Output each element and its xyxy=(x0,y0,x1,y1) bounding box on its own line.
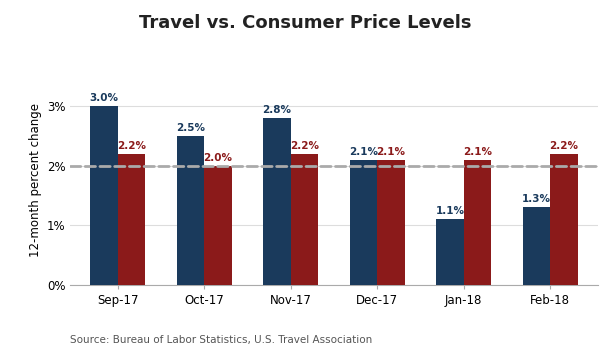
Bar xyxy=(523,207,550,285)
Bar xyxy=(464,160,492,285)
Text: 2.1%: 2.1% xyxy=(349,147,378,156)
Text: 2.0%: 2.0% xyxy=(204,153,232,163)
Bar xyxy=(550,154,578,285)
Bar xyxy=(350,160,377,285)
Bar xyxy=(377,160,405,285)
Text: 2.2%: 2.2% xyxy=(117,141,146,151)
Bar xyxy=(436,219,464,285)
Bar xyxy=(176,136,204,285)
Text: Travel vs. Consumer Price Levels: Travel vs. Consumer Price Levels xyxy=(138,14,472,32)
Bar xyxy=(90,106,118,285)
Text: 2.1%: 2.1% xyxy=(376,147,406,156)
Text: 1.1%: 1.1% xyxy=(436,206,464,216)
Text: 2.5%: 2.5% xyxy=(176,123,205,133)
Bar xyxy=(118,154,145,285)
Bar xyxy=(204,166,232,285)
Text: 1.3%: 1.3% xyxy=(522,194,551,204)
Text: 3.0%: 3.0% xyxy=(90,93,118,103)
Text: 2.8%: 2.8% xyxy=(262,105,292,115)
Text: 2.2%: 2.2% xyxy=(290,141,319,151)
Y-axis label: 12-month percent change: 12-month percent change xyxy=(29,103,43,257)
Text: 2.2%: 2.2% xyxy=(550,141,578,151)
Bar xyxy=(291,154,318,285)
Bar xyxy=(263,118,291,285)
Text: Source: Bureau of Labor Statistics, U.S. Travel Association: Source: Bureau of Labor Statistics, U.S.… xyxy=(70,335,372,345)
Text: 2.1%: 2.1% xyxy=(463,147,492,156)
